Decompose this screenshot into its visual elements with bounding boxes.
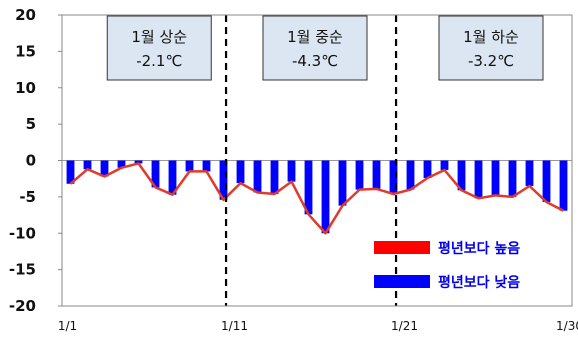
legend-swatch bbox=[374, 241, 430, 254]
bar bbox=[168, 160, 177, 195]
y-tick-label: -15 bbox=[9, 261, 36, 279]
annotation-value: -4.3℃ bbox=[292, 52, 338, 70]
bar bbox=[338, 160, 347, 206]
x-tick-label: 1/30 bbox=[556, 319, 578, 333]
divider-layer bbox=[224, 15, 398, 306]
bar bbox=[525, 160, 534, 186]
y-tick-label: 10 bbox=[15, 79, 36, 97]
annotation-box-bg bbox=[106, 15, 212, 81]
bar bbox=[236, 160, 245, 184]
annotation-box-bg bbox=[438, 15, 544, 81]
bar bbox=[185, 160, 194, 172]
y-tick-label: 0 bbox=[26, 152, 36, 170]
annotation-period: 1월 하순 bbox=[463, 28, 519, 46]
bar bbox=[66, 160, 75, 184]
bar bbox=[219, 160, 228, 200]
bar bbox=[423, 160, 432, 178]
bar bbox=[321, 160, 330, 234]
bar bbox=[457, 160, 466, 191]
annotation-period: 1월 상순 bbox=[131, 28, 187, 46]
legend-swatch bbox=[374, 275, 430, 288]
bar bbox=[440, 160, 449, 170]
bar bbox=[287, 160, 296, 182]
bar bbox=[304, 160, 313, 215]
bar bbox=[542, 160, 551, 202]
bar bbox=[117, 160, 126, 168]
y-tick-label: -20 bbox=[9, 297, 36, 315]
y-tick-label: -10 bbox=[9, 224, 36, 242]
bar bbox=[559, 160, 568, 211]
y-tick-label: 5 bbox=[26, 115, 36, 133]
x-tick-label: 1/11 bbox=[221, 319, 248, 333]
bar bbox=[83, 160, 92, 170]
y-tick-label: 15 bbox=[15, 42, 36, 60]
bar bbox=[491, 160, 500, 196]
high-series-line bbox=[69, 162, 565, 235]
annotation-box-bg bbox=[262, 15, 368, 81]
bar bbox=[134, 160, 143, 164]
bar bbox=[389, 160, 398, 194]
legend-label: 평년보다 낮음 bbox=[438, 274, 520, 291]
y-tick-label: -5 bbox=[19, 188, 36, 206]
annotation-box: 1월 중순 -4.3℃ bbox=[262, 15, 368, 81]
axis-layer: 20 15 10 5 0 -5 -10 -15 -20 1/1 1/11 1/21 1/30 bbox=[9, 6, 578, 333]
legend-label: 평년보다 높음 bbox=[438, 240, 520, 257]
x-tick-label: 1/21 bbox=[391, 319, 418, 333]
x-tick-label: 1/1 bbox=[58, 319, 77, 333]
bars-layer bbox=[66, 160, 568, 234]
annotation-box: 1월 하순 -3.2℃ bbox=[438, 15, 544, 81]
bar bbox=[474, 160, 483, 199]
bar bbox=[406, 160, 415, 190]
annotation-period: 1월 중순 bbox=[287, 28, 343, 46]
bar bbox=[100, 160, 109, 177]
annotation-layer: 1월 상순 -2.1℃ 1월 중순 -4.3℃ 1월 하순 -3.2℃ bbox=[106, 15, 544, 81]
y-tick-label: 20 bbox=[15, 6, 36, 24]
bar bbox=[508, 160, 517, 197]
annotation-box: 1월 상순 -2.1℃ bbox=[106, 15, 212, 81]
bar bbox=[372, 160, 381, 189]
annotation-value: -3.2℃ bbox=[468, 52, 514, 70]
bar bbox=[355, 160, 364, 190]
bar bbox=[270, 160, 279, 194]
line-layer bbox=[69, 162, 565, 235]
annotation-value: -2.1℃ bbox=[136, 52, 182, 70]
bar bbox=[253, 160, 262, 193]
bar bbox=[202, 160, 211, 172]
bar bbox=[151, 160, 160, 188]
